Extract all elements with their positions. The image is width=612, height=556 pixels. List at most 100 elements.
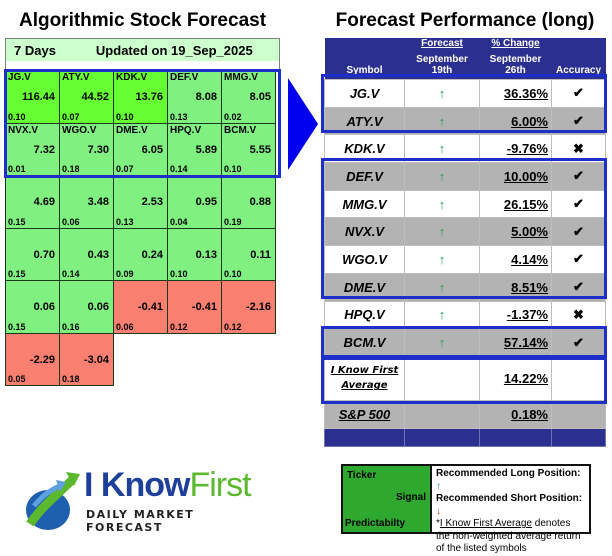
heatmap-row: JG.V 116.44 0.10 ATY.V 44.52 0.07 KDK.V 13.76… xyxy=(5,70,281,124)
heatmap-cell: 0.88 0.19 xyxy=(221,175,276,229)
average-label-line1: I Know First xyxy=(330,365,399,377)
average-row: I Know First Average 14.22% xyxy=(324,355,606,401)
heatmap-cell: -2.16 0.12 xyxy=(221,280,276,334)
checkmark-icon: ✔ xyxy=(551,189,606,219)
up-arrow-icon: ↑ xyxy=(404,162,480,191)
table-row: HPQ.V ↑ -1.37% ✖ xyxy=(324,300,606,330)
average-change: 14.22% xyxy=(479,355,552,401)
cell-signal: -3.04 xyxy=(83,353,109,366)
cell-symbol: NVX.V xyxy=(8,124,39,136)
heatmap-row: -2.29 0.05 -3.04 0.18 xyxy=(5,332,281,386)
cross-icon: ✖ xyxy=(551,300,606,330)
heatmap-row: 0.06 0.15 0.06 0.16 -0.41 0.06 -0.41 0.12 -2… xyxy=(5,280,281,334)
cell-signal: 0.70 xyxy=(33,248,55,261)
row-symbol: HPQ.V xyxy=(324,300,405,330)
heatmap-row: NVX.V 7.32 0.01 WGO.V 7.30 0.18 DME.V 6.05 0.0… xyxy=(5,122,281,176)
cross-icon: ✖ xyxy=(551,134,606,164)
cell-predictability: 0.07 xyxy=(116,164,134,174)
heatmap-cell: BCM.V 5.55 0.10 xyxy=(221,122,276,176)
checkmark-icon: ✔ xyxy=(551,328,606,357)
heatmap-cell: 0.11 0.10 xyxy=(221,227,276,281)
checkmark-icon: ✔ xyxy=(551,217,606,247)
cell-signal: 7.30 xyxy=(87,143,109,156)
heatmap-cell: -2.29 0.05 xyxy=(5,332,60,386)
cell-predictability: 0.15 xyxy=(8,216,26,227)
cell-predictability: 0.14 xyxy=(170,164,188,174)
row-change: 4.14% xyxy=(479,245,552,274)
cell-predictability: 0.09 xyxy=(116,269,134,279)
cell-signal: 0.88 xyxy=(249,196,271,208)
cell-predictability: 0.12 xyxy=(224,321,242,332)
cell-predictability: 0.10 xyxy=(8,111,26,122)
heatmap-cell: NVX.V 7.32 0.01 xyxy=(5,122,60,176)
average-forecast-empty xyxy=(404,355,480,401)
cell-signal: 5.55 xyxy=(249,143,271,156)
cell-predictability: 0.13 xyxy=(116,216,134,227)
forecast-header-band: 7 Days Updated on 19_Sep_2025 xyxy=(6,39,279,61)
row-change: -1.37% xyxy=(479,300,552,330)
cell-predictability: 0.10 xyxy=(224,164,242,174)
heatmap-cell: 0.70 0.15 xyxy=(5,227,60,281)
cell-predictability: 0.15 xyxy=(8,321,26,332)
cell-signal: 6.05 xyxy=(141,143,163,156)
heatmap-cell: KDK.V 13.76 0.10 xyxy=(113,70,168,124)
legend-predictability: Predictabilty xyxy=(345,518,406,529)
heatmap-cell: MMG.V 8.05 0.02 xyxy=(221,70,276,124)
cell-symbol: HPQ.V xyxy=(170,124,202,136)
cell-symbol: MMG.V xyxy=(224,72,258,83)
footer-cell xyxy=(479,427,552,447)
footer-cell xyxy=(404,427,480,447)
header-accuracy: Accuracy xyxy=(551,38,606,80)
cell-symbol: BCM.V xyxy=(224,124,257,136)
cell-symbol: JG.V xyxy=(8,72,31,83)
row-change: -9.76% xyxy=(479,134,552,164)
cell-signal: 44.52 xyxy=(81,91,109,103)
cell-symbol: DEF.V xyxy=(170,72,199,83)
cell-predictability: 0.15 xyxy=(8,269,26,279)
legend-short-label: Recommended Short Position: xyxy=(436,493,583,504)
cell-predictability: 0.06 xyxy=(62,216,80,227)
cell-predictability: 0.14 xyxy=(62,269,80,279)
legend-long-label: Recommended Long Position: xyxy=(436,468,581,479)
benchmark-forecast-empty xyxy=(404,399,480,429)
cell-signal: 0.11 xyxy=(250,248,271,261)
row-change: 6.00% xyxy=(479,106,552,136)
logo-wordmark-know: I Know xyxy=(84,466,190,504)
row-symbol: KDK.V xyxy=(324,134,405,164)
cell-predictability: 0.07 xyxy=(62,111,80,122)
cell-signal: 3.48 xyxy=(87,196,109,208)
table-row: JG.V ↑ 36.36% ✔ xyxy=(324,79,606,108)
up-arrow-icon: ↑ xyxy=(404,272,480,302)
cell-predictability: 0.05 xyxy=(8,374,26,384)
row-symbol: ATY.V xyxy=(324,106,405,136)
legend-note: *I Know First Average denotes the non-we… xyxy=(436,518,585,556)
header-change: % Change September 26th xyxy=(479,38,552,80)
benchmark-change: 0.18% xyxy=(479,399,552,429)
header-forecast: Forecast September 19th xyxy=(404,38,480,80)
checkmark-icon: ✔ xyxy=(551,162,606,191)
cell-predictability: 0.10 xyxy=(170,269,188,279)
row-change: 8.51% xyxy=(479,272,552,302)
down-arrow-icon: ↓ xyxy=(436,505,441,517)
cell-predictability: 0.01 xyxy=(8,164,26,174)
performance-header-row: Symbol Forecast September 19th % Change Se… xyxy=(324,38,606,80)
cell-predictability: 0.12 xyxy=(170,321,188,332)
average-label: I Know First Average xyxy=(324,355,405,401)
table-row: MMG.V ↑ 26.15% ✔ xyxy=(324,189,606,219)
cell-signal: 0.06 xyxy=(33,301,55,313)
cell-signal: 7.32 xyxy=(33,143,55,156)
pointer-arrow-icon xyxy=(288,78,318,170)
legend-notes: Recommended Long Position: ↑ Recommended… xyxy=(432,466,589,554)
updated-label: Updated on 19_Sep_2025 xyxy=(95,42,253,58)
legend-box: Ticker Signal Predictabilty Recommended … xyxy=(341,464,591,554)
cell-signal: -0.41 xyxy=(137,301,163,313)
cell-signal: 13.76 xyxy=(135,91,163,103)
average-accuracy-empty xyxy=(551,355,606,401)
cell-signal: 0.13 xyxy=(195,248,217,261)
logo-tagline: DAILY MARKET FORECAST xyxy=(86,508,195,534)
forecast-heatmap: JG.V 116.44 0.10 ATY.V 44.52 0.07 KDK.V 13.76… xyxy=(4,69,281,386)
row-symbol: JG.V xyxy=(324,79,405,108)
header-forecast-date: September 19th xyxy=(416,54,468,76)
cell-predictability: 0.06 xyxy=(116,321,134,332)
cell-predictability: 0.18 xyxy=(62,374,80,384)
